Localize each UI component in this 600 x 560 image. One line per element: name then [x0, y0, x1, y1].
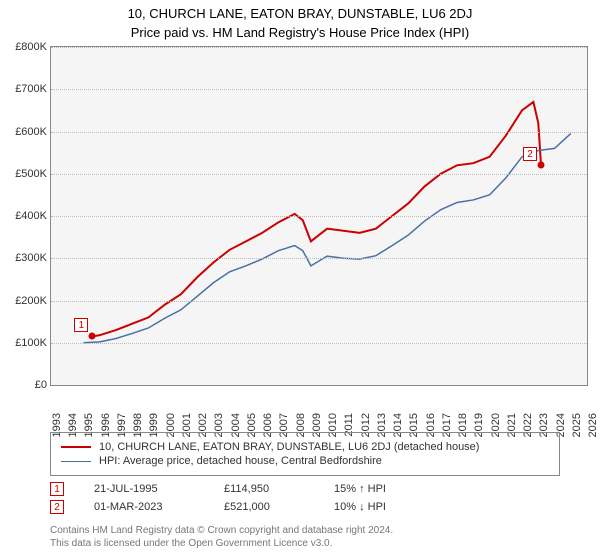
y-axis-label: £100K [3, 337, 47, 349]
table-row: 1 21-JUL-1995 £114,950 15% ↑ HPI [50, 482, 560, 496]
legend-label-property: 10, CHURCH LANE, EATON BRAY, DUNSTABLE, … [99, 441, 479, 453]
chart-container: 10, CHURCH LANE, EATON BRAY, DUNSTABLE, … [0, 0, 600, 560]
plot-region: £0£100K£200K£300K£400K£500K£600K£700K£80… [50, 46, 588, 386]
sale-point-marker: 1 [74, 318, 88, 332]
chart-title: 10, CHURCH LANE, EATON BRAY, DUNSTABLE, … [0, 6, 600, 21]
sales-table: 1 21-JUL-1995 £114,950 15% ↑ HPI 2 01-MA… [50, 478, 560, 518]
legend-label-hpi: HPI: Average price, detached house, Cent… [99, 455, 382, 467]
legend-swatch-property [61, 446, 91, 448]
x-axis-label: 2026 [587, 413, 599, 437]
sale-price: £114,950 [224, 483, 304, 495]
legend-item-property: 10, CHURCH LANE, EATON BRAY, DUNSTABLE, … [61, 441, 549, 453]
title-block: 10, CHURCH LANE, EATON BRAY, DUNSTABLE, … [0, 0, 600, 40]
y-axis-label: £800K [3, 41, 47, 53]
legend-item-hpi: HPI: Average price, detached house, Cent… [61, 455, 549, 467]
x-axis-label: 2025 [571, 413, 583, 437]
sale-point-dot [89, 333, 96, 340]
sale-hpi-delta: 10% ↓ HPI [334, 501, 434, 513]
sale-date: 01-MAR-2023 [94, 501, 194, 513]
y-axis-label: £700K [3, 83, 47, 95]
sale-point-marker: 2 [523, 147, 537, 161]
legend-swatch-hpi [61, 461, 91, 462]
y-axis-label: £600K [3, 126, 47, 138]
footer-attribution: Contains HM Land Registry data © Crown c… [50, 524, 570, 550]
sale-date: 21-JUL-1995 [94, 483, 194, 495]
chart-subtitle: Price paid vs. HM Land Registry's House … [0, 25, 600, 40]
legend: 10, CHURCH LANE, EATON BRAY, DUNSTABLE, … [50, 432, 560, 476]
y-axis-label: £0 [3, 379, 47, 391]
sale-hpi-delta: 15% ↑ HPI [334, 483, 434, 495]
y-axis-label: £300K [3, 252, 47, 264]
y-axis-label: £200K [3, 295, 47, 307]
y-axis-label: £500K [3, 168, 47, 180]
table-row: 2 01-MAR-2023 £521,000 10% ↓ HPI [50, 500, 560, 514]
sale-point-dot [538, 161, 545, 168]
footer-line: This data is licensed under the Open Gov… [50, 537, 570, 550]
footer-line: Contains HM Land Registry data © Crown c… [50, 524, 570, 537]
marker-badge: 1 [50, 482, 64, 496]
y-axis-label: £400K [3, 210, 47, 222]
sale-price: £521,000 [224, 501, 304, 513]
marker-badge: 2 [50, 500, 64, 514]
chart-area: £0£100K£200K£300K£400K£500K£600K£700K£80… [50, 46, 588, 386]
